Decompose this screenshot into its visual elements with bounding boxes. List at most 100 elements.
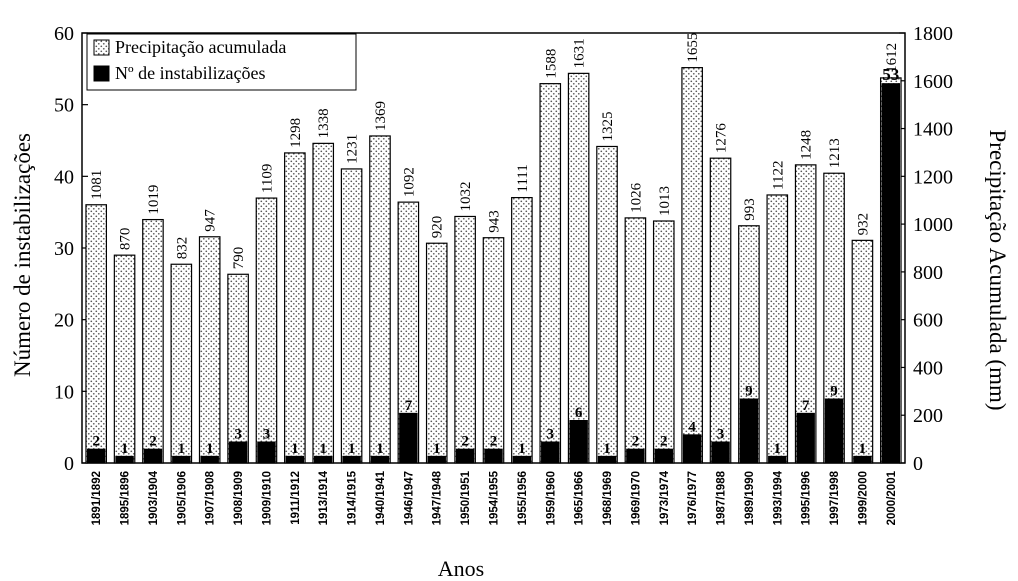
precipitation-value-label: 1026 bbox=[628, 182, 644, 213]
bar-instability bbox=[172, 455, 191, 463]
bar-instability bbox=[569, 420, 588, 463]
bar-instability bbox=[484, 448, 503, 463]
instability-value-label: 7 bbox=[405, 398, 413, 414]
y-right-tick-label: 200 bbox=[913, 405, 943, 427]
x-tick-label: 1976/1977 bbox=[687, 471, 699, 525]
precipitation-value-label: 832 bbox=[174, 237, 190, 260]
bar-precipitation bbox=[170, 263, 193, 464]
x-axis-label: Anos bbox=[438, 556, 484, 581]
instability-value-label: 1 bbox=[774, 441, 782, 457]
precipitation-value-label: 1081 bbox=[89, 170, 105, 200]
bar-instability bbox=[739, 398, 759, 463]
y-left-tick-label: 0 bbox=[64, 453, 74, 475]
x-tick-label: 1914/1915 bbox=[347, 470, 359, 525]
bar-precipitation bbox=[198, 236, 221, 464]
legend-swatch-instability bbox=[93, 65, 110, 82]
bar-precipitation bbox=[596, 145, 618, 464]
x-tick-labels: 1891/1892 1895/1896 1903/1904 1905/1906 1907… bbox=[91, 470, 898, 525]
bar-instability bbox=[824, 398, 844, 463]
bar-precipitation bbox=[369, 135, 391, 464]
bar-instability bbox=[682, 434, 702, 463]
y-left-tick-label: 20 bbox=[54, 310, 74, 332]
x-tick-label: 1891/1892 bbox=[91, 471, 103, 525]
y-right-tick-label: 1800 bbox=[913, 23, 953, 45]
x-tick-label: 1907/1908 bbox=[205, 470, 217, 525]
x-tick-label: 1959/1960 bbox=[545, 471, 557, 525]
bar-instability bbox=[455, 448, 475, 463]
instability-value-label: 2 bbox=[461, 434, 469, 450]
bar-instability bbox=[796, 412, 815, 463]
x-tick-label: 1946/1947 bbox=[403, 471, 415, 525]
instability-value-label: 2 bbox=[149, 434, 157, 450]
precipitation-value-label: 920 bbox=[430, 216, 446, 239]
x-tick-label: 1909/1910 bbox=[261, 471, 273, 525]
bar-instability bbox=[427, 455, 446, 463]
bar-instability bbox=[115, 455, 134, 463]
precipitation-value-label: 1109 bbox=[259, 164, 275, 193]
bar-precipitation bbox=[113, 254, 136, 464]
bar-instability bbox=[853, 455, 872, 463]
instability-value-label: 9 bbox=[830, 384, 838, 400]
precipitation-value-label: 1122 bbox=[770, 161, 786, 190]
instability-value-label: 7 bbox=[802, 398, 810, 414]
bar-instability bbox=[285, 455, 305, 463]
bar-precipitation bbox=[284, 152, 306, 464]
x-tick-label: 1995/1996 bbox=[801, 471, 813, 525]
x-tick-label: 1895/1896 bbox=[120, 471, 132, 525]
bar-precipitation bbox=[624, 217, 647, 464]
instability-value-label: 1 bbox=[348, 441, 356, 457]
y-left-tick-label: 60 bbox=[54, 23, 74, 45]
y-left-tick-label: 50 bbox=[54, 95, 74, 117]
precipitation-value-label: 1369 bbox=[373, 101, 389, 131]
bar-precipitation bbox=[511, 196, 533, 464]
instability-value-label: 3 bbox=[263, 427, 271, 443]
precipitation-value-label: 870 bbox=[118, 228, 134, 251]
instability-value-label: 1 bbox=[433, 441, 441, 457]
y-right-tick-label: 1000 bbox=[913, 214, 953, 236]
precipitation-value-label: 1013 bbox=[657, 186, 673, 216]
bar-instability bbox=[314, 455, 333, 463]
instability-value-label: 1 bbox=[603, 441, 611, 457]
precipitation-value-label: 790 bbox=[231, 247, 247, 270]
x-tick-label: 1950/1951 bbox=[460, 470, 472, 525]
data-labels: 1081287011019283219471790311093129811338… bbox=[89, 33, 900, 457]
x-tick-label: 1973/1974 bbox=[659, 470, 671, 525]
instability-value-label: 2 bbox=[490, 434, 498, 450]
y-right-tick-label: 0 bbox=[913, 453, 923, 475]
legend-box bbox=[86, 33, 357, 91]
instability-value-label: 3 bbox=[234, 427, 242, 443]
y-right-tick-label: 800 bbox=[913, 262, 943, 284]
x-tick-label: 1987/1988 bbox=[716, 470, 728, 525]
bar-precipitation bbox=[851, 239, 874, 464]
instability-value-label: 1 bbox=[518, 441, 526, 457]
precipitation-value-label: 1231 bbox=[345, 134, 361, 164]
bar-instability bbox=[711, 441, 730, 463]
y-left-tick-label: 40 bbox=[54, 166, 74, 188]
instability-value-label: 1 bbox=[178, 441, 186, 457]
instability-value-label: 3 bbox=[547, 427, 555, 443]
precipitation-value-label: 1032 bbox=[458, 181, 474, 211]
bar-instability bbox=[143, 448, 163, 463]
bar-precipitation bbox=[340, 168, 363, 464]
x-tick-label: 1911/1912 bbox=[290, 471, 302, 525]
instability-value-label: 1 bbox=[291, 441, 299, 457]
bar-precipitation bbox=[539, 83, 562, 464]
bar-precipitation bbox=[766, 194, 789, 464]
precipitation-value-label: 1325 bbox=[600, 111, 616, 141]
precipitation-value-label: 932 bbox=[855, 213, 871, 236]
instability-value-label: 6 bbox=[575, 405, 583, 421]
x-tick-label: 1940/1941 bbox=[375, 470, 387, 525]
bar-instability bbox=[881, 83, 901, 464]
precipitation-value-label: 993 bbox=[742, 198, 758, 221]
instability-value-label: 1 bbox=[206, 441, 214, 457]
bar-precipitation bbox=[425, 242, 448, 464]
bar-instability bbox=[370, 455, 390, 463]
x-tick-label: 1903/1904 bbox=[148, 470, 160, 525]
bars bbox=[85, 67, 902, 464]
x-tick-label: 1969/1970 bbox=[630, 471, 642, 525]
y-left-tick-label: 30 bbox=[54, 238, 74, 260]
x-tick-label: 1968/1969 bbox=[602, 471, 614, 525]
y-right-tick-label: 1600 bbox=[913, 71, 953, 93]
instability-value-label: 1 bbox=[121, 441, 129, 457]
y-right-tick-label: 1200 bbox=[913, 166, 953, 188]
